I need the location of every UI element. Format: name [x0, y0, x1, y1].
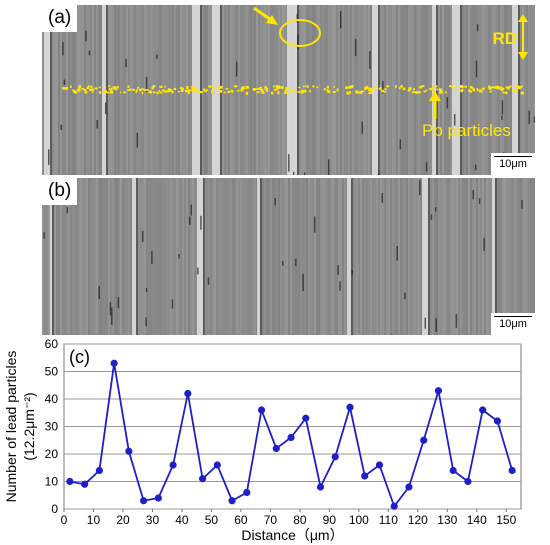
data-point: [272, 444, 280, 453]
data-point: [508, 466, 516, 475]
x-tick-label: 10: [87, 513, 101, 527]
x-tick-label: 50: [205, 513, 219, 527]
panel-a-label: (a): [42, 5, 78, 32]
x-tick-label: 100: [349, 513, 369, 527]
data-point: [198, 475, 207, 483]
scale-bar-a: 10μm: [491, 153, 535, 175]
data-point: [287, 433, 295, 442]
data-point: [257, 406, 266, 414]
y-tick-label: 40: [45, 392, 59, 406]
scale-bar-b-label: 10μm: [499, 318, 527, 330]
data-point: [228, 497, 236, 505]
data-point: [420, 436, 428, 444]
data-point: [316, 483, 325, 491]
y-tick-label: 50: [45, 365, 59, 379]
particle-count-chart: 0 10 20 30 40 50 60 0 10 20 30 40 50 60 70 80 90 100 110 12…: [0, 338, 550, 545]
data-point: [464, 477, 472, 486]
y-tick-label: 0: [51, 502, 58, 516]
data-point: [331, 453, 339, 461]
panel-b-label: (b): [42, 178, 78, 205]
data-point: [184, 389, 192, 398]
data-point: [375, 461, 384, 469]
x-axis-title: Distance（μm）: [241, 527, 343, 543]
x-tick-label: 80: [293, 513, 307, 527]
data-point: [95, 466, 103, 475]
data-point: [243, 488, 251, 497]
y-axis-unit: (12.2μm⁻²): [21, 392, 37, 460]
data-point: [361, 472, 369, 480]
data-point: [493, 417, 502, 425]
sem-micrograph-b: (b) 10μm: [42, 178, 535, 335]
data-point: [449, 466, 457, 475]
data-point: [154, 494, 162, 502]
data-point: [390, 502, 398, 510]
x-tick-label: 30: [146, 513, 160, 527]
data-point: [110, 359, 118, 367]
x-tick-label: 130: [437, 513, 457, 527]
panel-c-label-bg: [65, 345, 99, 367]
y-tick-label: 10: [45, 475, 59, 489]
micrograph-b-image: [42, 178, 535, 335]
scale-bar-line: [494, 156, 532, 157]
data-point: [81, 480, 89, 488]
x-tick-label: 150: [496, 513, 516, 527]
y-axis-title: Number of lead particles: [3, 351, 19, 503]
data-point: [213, 461, 221, 469]
data-point: [479, 406, 487, 414]
data-point: [302, 414, 310, 422]
panel-c-label: (c): [69, 347, 90, 367]
data-point: [169, 461, 177, 469]
y-tick-label: 20: [45, 447, 59, 461]
rolling-direction-label: RD: [492, 29, 517, 48]
scale-bar-b: 10μm: [491, 313, 535, 335]
x-tick-label: 140: [467, 513, 487, 527]
x-tick-label: 40: [175, 513, 189, 527]
x-tick-label: 90: [323, 513, 337, 527]
y-tick-label: 60: [45, 338, 59, 351]
scale-bar-line: [494, 316, 532, 317]
data-point: [434, 387, 443, 395]
pb-particles-label: Pb particles: [422, 121, 511, 140]
data-point: [405, 483, 413, 491]
data-point: [125, 447, 133, 455]
x-tick-label: 70: [264, 513, 278, 527]
micrograph-a-image: [42, 5, 535, 175]
data-point: [66, 477, 74, 486]
x-tick-label: 120: [408, 513, 428, 527]
x-tick-label: 0: [61, 513, 68, 527]
x-tick-label: 20: [116, 513, 130, 527]
data-point: [140, 497, 148, 505]
chart-svg: 0 10 20 30 40 50 60 0 10 20 30 40 50 60 70 80 90 100 110 12…: [3, 338, 522, 543]
y-tick-label: 30: [45, 420, 59, 434]
data-point: [346, 403, 354, 411]
x-tick-label: 110: [379, 513, 398, 527]
x-tick-label: 60: [234, 513, 248, 527]
sem-micrograph-a: (a) RD Pb particles 10μm: [42, 5, 535, 175]
scale-bar-a-label: 10μm: [499, 158, 527, 170]
